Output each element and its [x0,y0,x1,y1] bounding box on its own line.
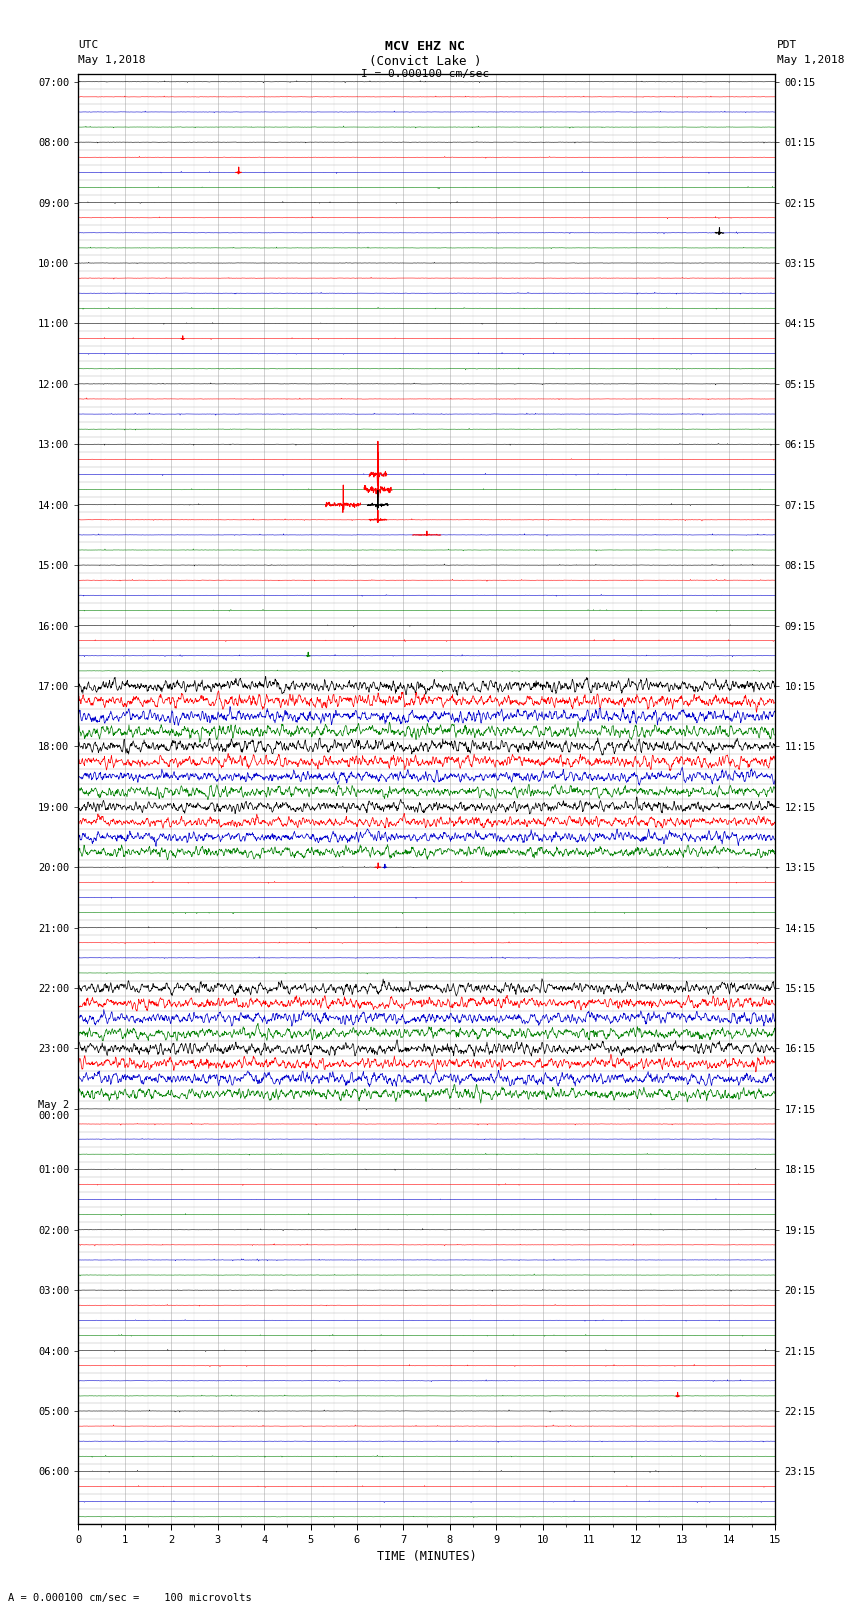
X-axis label: TIME (MINUTES): TIME (MINUTES) [377,1550,477,1563]
Text: UTC: UTC [78,40,99,50]
Text: May 1,2018: May 1,2018 [78,55,145,65]
Text: (Convict Lake ): (Convict Lake ) [369,55,481,68]
Text: A = 0.000100 cm/sec =    100 microvolts: A = 0.000100 cm/sec = 100 microvolts [8,1594,252,1603]
Text: MCV EHZ NC: MCV EHZ NC [385,40,465,53]
Text: May 1,2018: May 1,2018 [777,55,844,65]
Text: I = 0.000100 cm/sec: I = 0.000100 cm/sec [361,69,489,79]
Text: PDT: PDT [777,40,797,50]
